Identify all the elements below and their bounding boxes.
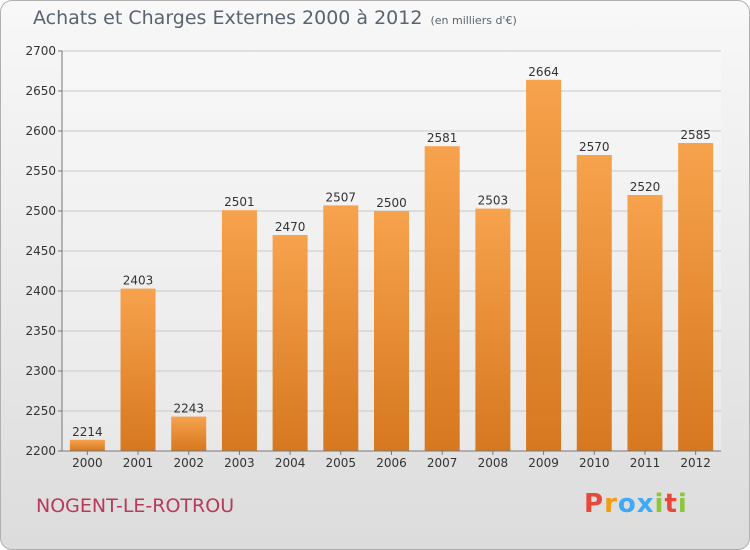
logo-letter: t	[664, 489, 678, 519]
y-tick-label: 2650	[25, 84, 56, 98]
x-tick-label: 2009	[528, 456, 559, 470]
y-tick-label: 2500	[25, 204, 56, 218]
x-tick-label: 2011	[630, 456, 661, 470]
bar-value-label: 2500	[376, 196, 407, 210]
bar-value-label: 2581	[427, 131, 458, 145]
bar	[424, 146, 460, 451]
y-tick-label: 2250	[25, 404, 56, 418]
bar-value-label: 2243	[173, 402, 204, 416]
bar	[272, 235, 308, 451]
y-tick-label: 2700	[25, 44, 56, 58]
bar-value-label: 2570	[579, 140, 610, 154]
logo-letter: P	[584, 489, 605, 519]
y-tick-label: 2350	[25, 324, 56, 338]
chart-subtitle: (en milliers d'€)	[430, 14, 517, 27]
logo-letter: r	[604, 489, 618, 519]
bar-value-label: 2585	[680, 128, 711, 142]
bar	[120, 288, 156, 451]
bar	[678, 143, 714, 451]
y-tick-label: 2300	[25, 364, 56, 378]
x-tick-label: 2001	[123, 456, 154, 470]
x-tick-label: 2002	[173, 456, 204, 470]
bar	[475, 208, 511, 451]
bar-value-label: 2503	[478, 194, 509, 208]
city-name: NOGENT-LE-ROTROU	[36, 495, 235, 517]
x-tick-label: 2004	[275, 456, 306, 470]
bar-value-label: 2470	[275, 220, 306, 234]
y-tick-label: 2450	[25, 244, 56, 258]
y-tick-label: 2400	[25, 284, 56, 298]
bar	[221, 210, 257, 451]
logo-letter: x	[636, 489, 655, 519]
y-tick-label: 2200	[25, 444, 56, 458]
bar	[526, 79, 562, 452]
x-tick-label: 2007	[427, 456, 458, 470]
bar-value-label: 2214	[72, 425, 103, 439]
x-tick-label: 2008	[478, 456, 509, 470]
bar-value-label: 2520	[630, 180, 661, 194]
logo-letter: i	[654, 489, 665, 519]
x-tick-label: 2003	[224, 456, 255, 470]
logo-letter: o	[617, 489, 637, 519]
bar	[374, 211, 409, 451]
bar	[69, 439, 105, 451]
bar	[171, 416, 207, 451]
bar-value-label: 2501	[224, 195, 255, 209]
chart-title-text: Achats et Charges Externes 2000 à 2012	[33, 7, 423, 29]
chart-title: Achats et Charges Externes 2000 à 2012 (e…	[33, 7, 517, 29]
bar-value-label: 2507	[326, 190, 357, 204]
x-tick-label: 2010	[579, 456, 610, 470]
bar	[323, 205, 359, 451]
logo-letter: i	[677, 489, 688, 519]
x-tick-label: 2005	[326, 456, 357, 470]
bar-value-label: 2403	[123, 274, 154, 288]
x-tick-label: 2012	[680, 456, 711, 470]
proxiti-logo: Proxiti	[584, 489, 688, 519]
x-tick-label: 2000	[72, 456, 103, 470]
y-tick-label: 2600	[25, 124, 56, 138]
bar	[627, 195, 663, 451]
x-tick-label: 2006	[376, 456, 407, 470]
bar	[576, 155, 612, 451]
y-tick-label: 2550	[25, 164, 56, 178]
bar-value-label: 2664	[528, 65, 559, 79]
